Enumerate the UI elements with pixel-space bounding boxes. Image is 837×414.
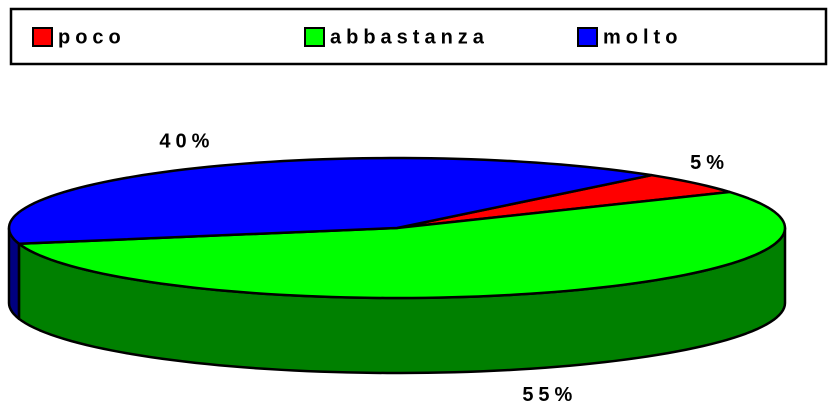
legend-swatch (304, 27, 325, 47)
legend-label: poco (58, 26, 126, 48)
legend-swatch (577, 27, 598, 47)
pie-slice (7, 156, 653, 245)
data-label: 40% (159, 131, 214, 153)
pie-slice (17, 190, 787, 300)
data-label: 55% (522, 384, 577, 406)
legend-box (9, 7, 828, 66)
legend-swatch (32, 27, 53, 47)
data-label: 5% (690, 152, 729, 174)
legend-label: abbastanza (330, 26, 489, 48)
legend-label: molto (603, 26, 682, 48)
pie-slice (395, 173, 731, 230)
